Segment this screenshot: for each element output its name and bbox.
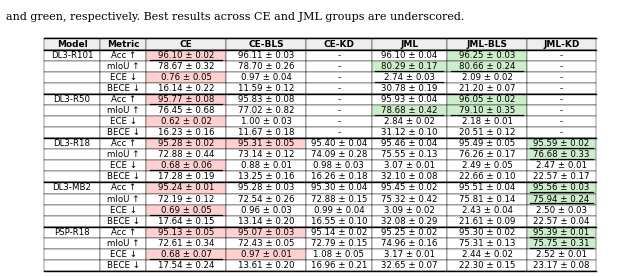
- Text: and green, respectively. Best results across CE and JML groups are underscored.: and green, respectively. Best results ac…: [6, 12, 465, 22]
